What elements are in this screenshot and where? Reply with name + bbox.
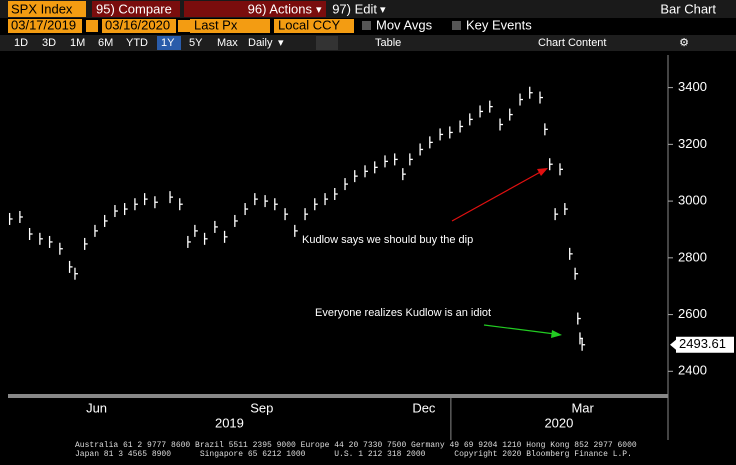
last-price-box	[676, 336, 734, 353]
annotation: Kudlow says we should buy the dip	[302, 234, 473, 246]
chart-content-button[interactable]: Chart Content	[538, 37, 606, 49]
frequency[interactable]: Daily	[248, 37, 273, 49]
period-bar	[0, 35, 736, 51]
x-tick-label: Sep	[250, 400, 273, 415]
dropdown-icon: ▾	[316, 4, 322, 16]
arrow-head	[537, 168, 548, 176]
field[interactable]: Last Px	[194, 17, 238, 32]
x-tick-label: Jun	[86, 400, 107, 415]
period-button[interactable]: Max	[217, 37, 238, 49]
arrow	[451, 169, 545, 222]
chart-type-icon[interactable]	[316, 36, 338, 50]
y-tick-label: 2800	[678, 249, 707, 264]
period-button[interactable]: 5Y	[189, 37, 203, 49]
ticker[interactable]: SPX Index	[11, 1, 73, 16]
calendar-icon[interactable]	[178, 20, 190, 32]
dropdown-icon: ▾	[278, 37, 284, 49]
footer-line: Japan 81 3 4565 8900 Singapore 65 6212 1…	[75, 450, 632, 459]
period-button[interactable]: 6M	[98, 37, 113, 49]
settings-icon[interactable]: ⚙	[679, 37, 689, 49]
y-tick-label: 3400	[678, 79, 707, 94]
annotation: Everyone realizes Kudlow is an idiot	[315, 307, 491, 319]
toggle[interactable]: Key Events	[466, 17, 532, 32]
start-date[interactable]: 03/17/2019	[11, 17, 76, 32]
checkbox[interactable]	[452, 21, 461, 30]
footer-line: Australia 61 2 9777 8600 Brazil 5511 239…	[75, 441, 637, 450]
toggle[interactable]: Mov Avgs	[376, 17, 433, 32]
button[interactable]	[92, 1, 180, 17]
dropdown-icon: ▾	[380, 4, 386, 16]
period-button[interactable]: 1D	[14, 37, 28, 49]
period-button[interactable]: 3D	[42, 37, 56, 49]
x-tick-label: Dec	[412, 400, 436, 415]
calendar-icon[interactable]	[86, 20, 98, 32]
period-button[interactable]: YTD	[126, 37, 148, 49]
period-button[interactable]: 1Y	[161, 37, 175, 49]
x-tick-label: Mar	[571, 400, 594, 415]
last-price-pointer	[670, 339, 676, 350]
button[interactable]	[184, 1, 326, 17]
x-axis-band	[8, 394, 668, 398]
table-button[interactable]: Table	[375, 37, 401, 49]
currency-box[interactable]	[274, 19, 354, 33]
currency[interactable]: Local CCY	[278, 17, 340, 32]
period-selected[interactable]	[157, 36, 181, 50]
date-box[interactable]	[102, 19, 176, 33]
button-label[interactable]: 97) Edit	[332, 1, 377, 16]
year-label: 2020	[544, 415, 573, 430]
y-tick-label: 3000	[678, 193, 707, 208]
y-tick-label: 3200	[678, 136, 707, 151]
button-label[interactable]: 96) Actions	[248, 1, 313, 16]
ticker-box[interactable]	[8, 1, 86, 17]
checkbox[interactable]	[362, 21, 371, 30]
period-button[interactable]: 1M	[70, 37, 85, 49]
arrow	[483, 324, 556, 335]
arrow-head	[551, 330, 562, 338]
date-box[interactable]	[8, 19, 82, 33]
end-date[interactable]: 03/16/2020	[105, 17, 170, 32]
field-box[interactable]	[190, 19, 270, 33]
view-name: Bar Chart	[660, 1, 716, 16]
last-price-label: 2493.61	[679, 336, 726, 351]
year-label: 2019	[215, 415, 244, 430]
y-tick-label: 2600	[678, 306, 707, 321]
button-label[interactable]: 95) Compare	[96, 1, 172, 16]
y-tick-label: 2400	[678, 363, 707, 378]
